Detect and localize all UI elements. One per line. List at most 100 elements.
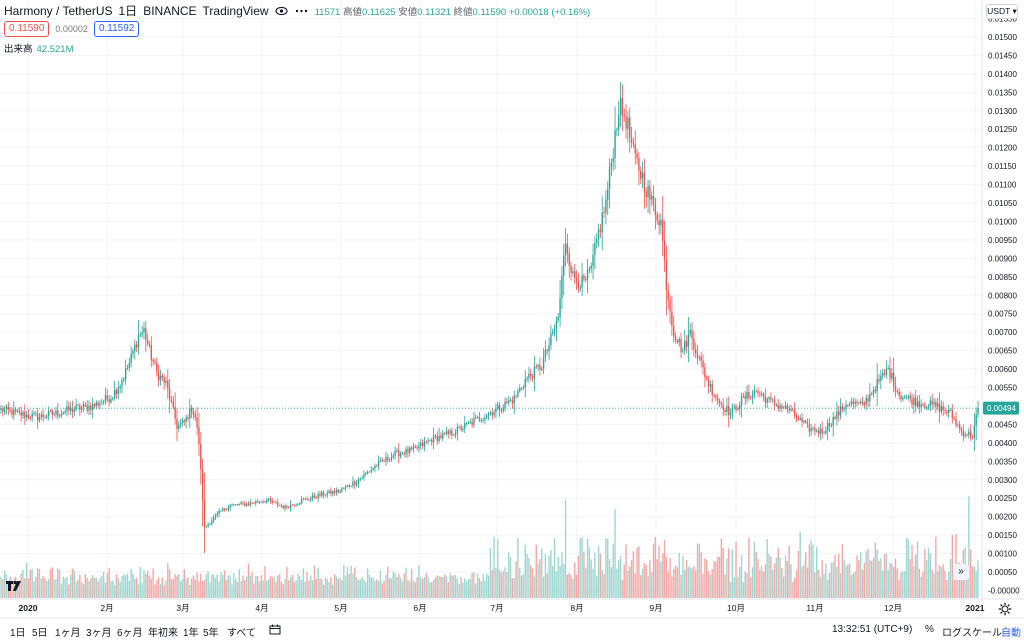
volume-bar — [623, 564, 625, 598]
volume-bar — [310, 575, 312, 598]
candle-body — [761, 393, 763, 395]
volume-bar — [374, 580, 376, 598]
exchange-label: BINANCE — [143, 3, 197, 18]
candle-body — [289, 504, 292, 509]
timeframe-5y[interactable]: 5年 — [203, 628, 219, 639]
timeframe-5d[interactable]: 5日 — [32, 628, 48, 639]
volume-bar — [742, 582, 745, 598]
volume-bar — [302, 568, 305, 598]
price-axis[interactable]: 0.01550 0.01500 0.01450 0.01400 0.01350 0.013… — [981, 0, 1020, 618]
auto-scale-toggle[interactable]: 自動 — [1001, 628, 1021, 639]
timeframe-ytd[interactable]: 年初来 — [148, 628, 178, 639]
candle-body — [621, 97, 624, 115]
percent-toggle[interactable]: % — [925, 624, 934, 635]
candle-body — [656, 214, 658, 221]
timeframe-6m[interactable]: 6ヶ月 — [117, 628, 143, 639]
candle-body — [42, 414, 44, 418]
symbol-name[interactable]: Harmony / TetherUS — [4, 3, 113, 18]
volume-bar — [77, 579, 79, 598]
candle-body — [328, 490, 330, 494]
candle-body — [110, 399, 112, 403]
candle-body — [159, 375, 162, 381]
clock[interactable]: 13:32:51 (UTC+9) — [832, 624, 913, 635]
volume-bar — [110, 581, 112, 598]
volume-bar — [71, 568, 74, 598]
volume-bar — [522, 573, 525, 598]
volume-bar — [596, 576, 598, 598]
tradingview-logo-icon[interactable] — [5, 580, 23, 592]
volume-bar — [102, 571, 105, 598]
candle-body — [462, 428, 464, 430]
interval-label[interactable]: 1日 — [118, 4, 138, 18]
volume-bar — [487, 575, 490, 598]
more-icon[interactable] — [295, 4, 309, 18]
volume-bar — [333, 574, 336, 598]
scroll-right-icon[interactable]: » — [953, 564, 969, 580]
volume-bar — [108, 567, 110, 598]
volume-bar — [486, 573, 488, 598]
candle-body — [330, 490, 332, 494]
candle-body — [929, 400, 932, 407]
volume-bar — [601, 570, 603, 598]
time-axis[interactable]: 2020 2月 3月 4月 5月 6月 7月 8月 9月 10月 11月 12月 2021 — [0, 598, 1024, 619]
volume-bar — [396, 576, 398, 598]
timeframe-1m[interactable]: 1ヶ月 — [55, 628, 81, 639]
candle-body — [647, 185, 649, 198]
volume-bar — [848, 563, 851, 598]
candle-body — [634, 144, 636, 154]
timeframe-3m[interactable]: 3ヶ月 — [86, 628, 112, 639]
candle-body — [176, 418, 178, 429]
timeframe-1d[interactable]: 1日 — [10, 628, 26, 639]
date-range-icon[interactable] — [269, 624, 281, 638]
candle-body — [453, 434, 455, 436]
volume-bar — [726, 558, 728, 598]
volume-bar — [696, 543, 699, 598]
candle-body — [205, 526, 207, 527]
volume-bar — [553, 538, 556, 598]
candle-body — [817, 430, 820, 434]
candle-body — [269, 498, 272, 501]
candle-body — [124, 368, 127, 379]
volume-bar — [201, 581, 204, 598]
volume-bar — [399, 577, 402, 598]
candle-body — [902, 397, 904, 400]
volume-bar — [878, 560, 880, 598]
volume-bar — [190, 578, 193, 598]
candle-body — [865, 398, 867, 405]
candle-body — [706, 377, 708, 380]
sell-price-button[interactable]: 0.11590 — [4, 21, 50, 37]
candle-body — [856, 401, 858, 404]
price-tick-label: 0.01300 — [988, 107, 1017, 116]
candle-body — [619, 97, 622, 116]
timeframe-1y[interactable]: 1年 — [183, 628, 199, 639]
volume-bar — [451, 575, 453, 598]
volume-bar — [335, 576, 338, 598]
price-tick-label: 0.01350 — [988, 88, 1017, 97]
candle-body — [266, 499, 268, 503]
volume-bar — [566, 574, 569, 598]
settings-icon[interactable] — [998, 602, 1012, 616]
candle-body — [183, 420, 186, 422]
price-tick-label: 0.01500 — [988, 33, 1017, 42]
timeframe-all[interactable]: すべて — [227, 628, 256, 639]
candle-body — [515, 395, 517, 397]
volume-bar — [929, 553, 932, 598]
volume-bar — [550, 550, 552, 598]
volume-bar — [759, 569, 761, 598]
volume-bar — [826, 579, 829, 598]
volume-bar — [804, 552, 807, 598]
currency-select[interactable]: USDT ▾ — [986, 4, 1018, 19]
volume-bar — [544, 554, 547, 598]
candle-body — [815, 430, 818, 432]
candle-body — [227, 507, 229, 510]
eye-icon[interactable] — [275, 4, 289, 18]
candle-body — [150, 345, 153, 360]
buy-price-button[interactable]: 0.11592 — [93, 21, 140, 37]
candle-body — [405, 448, 407, 455]
candle-body — [691, 329, 693, 339]
candle-body — [506, 401, 508, 404]
volume-bar — [170, 579, 173, 598]
log-scale-toggle[interactable]: ログスケール — [942, 628, 1002, 639]
candle-body — [209, 523, 211, 525]
